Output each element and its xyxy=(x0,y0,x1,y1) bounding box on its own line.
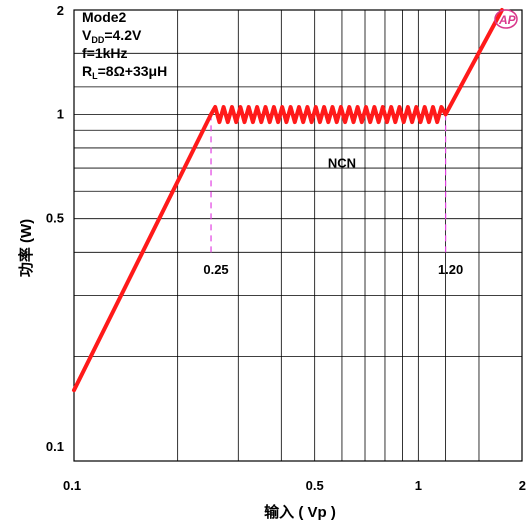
y-tick-label: 0.1 xyxy=(46,439,64,454)
y-axis-title: 功率 (W) xyxy=(17,219,35,277)
logo-text: AP xyxy=(498,13,517,27)
x-axis-title: 输入 ( Vp ) xyxy=(264,503,336,521)
marker-layer xyxy=(210,114,447,257)
condition-rl-prefix: R xyxy=(82,63,92,79)
condition-mode: Mode2 xyxy=(82,9,127,25)
condition-rl-sub: L xyxy=(92,71,98,81)
condition-vdd-prefix: V xyxy=(82,27,92,43)
x-tick-label: 1 xyxy=(415,478,422,493)
plot-frame xyxy=(73,9,523,462)
x-tick-label: 0.5 xyxy=(306,478,324,493)
condition-rl: RL=8Ω+33μH xyxy=(82,63,167,81)
annotation-label: 0.25 xyxy=(203,262,228,277)
annotation-label: NCN xyxy=(328,156,356,171)
logo-ring-icon xyxy=(494,9,518,29)
y-tick-label: 1 xyxy=(57,106,64,121)
annotation-layer: NCN 0.25 1.20 xyxy=(203,156,463,277)
y-tick-label: 0.5 xyxy=(46,211,64,226)
conditions-box: Mode2 VDD=4.2V f=1kHz RL=8Ω+33μH xyxy=(82,9,167,81)
x-tick-label: 2 xyxy=(519,478,526,493)
x-tick-label: 0.1 xyxy=(63,478,81,493)
tick-layer: 0.1 0.5 1 2 0.1 0.5 1 2 xyxy=(46,3,526,493)
condition-vdd-value: =4.2V xyxy=(104,27,142,43)
grid-layer xyxy=(74,10,522,461)
condition-vdd: VDD=4.2V xyxy=(82,27,142,45)
logo: AP xyxy=(494,9,518,29)
annotation-label: 1.20 xyxy=(438,262,463,277)
condition-rl-value: =8Ω+33μH xyxy=(98,63,168,79)
y-tick-label: 2 xyxy=(57,3,64,18)
series-line xyxy=(72,8,504,393)
condition-vdd-sub: DD xyxy=(91,35,104,45)
condition-freq: f=1kHz xyxy=(82,45,128,61)
